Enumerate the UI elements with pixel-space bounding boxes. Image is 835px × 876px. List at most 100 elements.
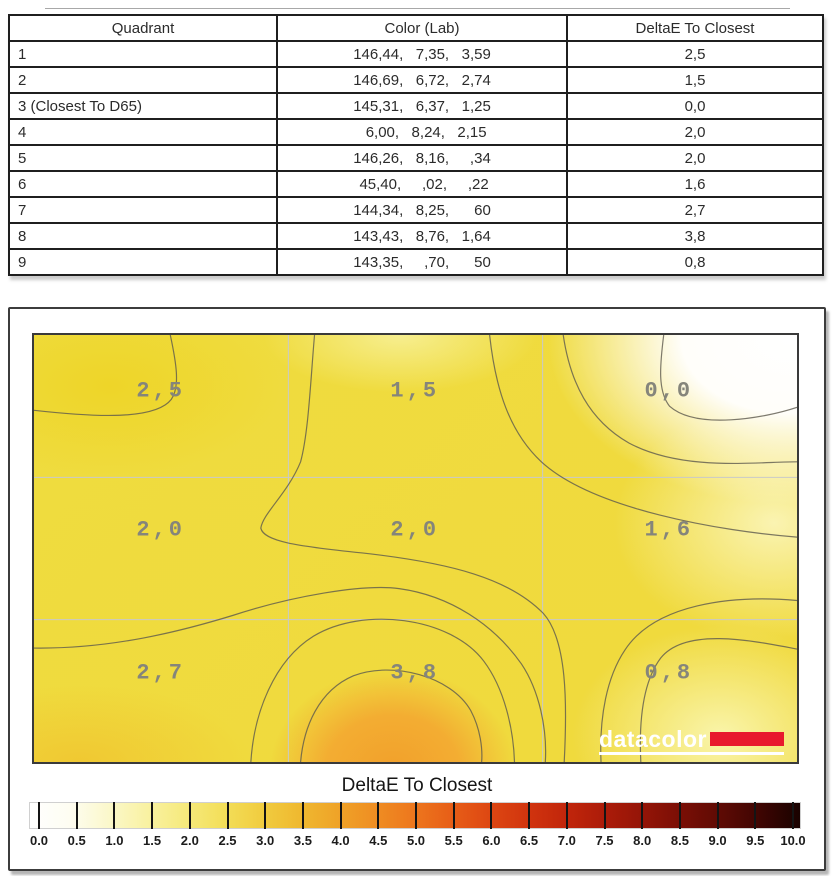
colorbar-tick-label: 2.0 xyxy=(180,833,199,848)
colorbar-tick-label: 9.5 xyxy=(746,833,765,848)
cell-quadrant: 6 xyxy=(8,170,278,198)
colorbar-wrap xyxy=(29,802,801,829)
cell-quadrant: 1 xyxy=(8,40,278,68)
colorbar-tick xyxy=(603,802,606,829)
colorbar-tick-label: 10.0 xyxy=(780,833,806,848)
cell-color-lab: 146,69, 6,72, 2,74 xyxy=(276,66,568,94)
colorbar-tick xyxy=(301,802,304,829)
colorbar-tick-label: 6.0 xyxy=(482,833,501,848)
cell-quadrant: 2 xyxy=(8,66,278,94)
cell-deltae: 0,8 xyxy=(566,248,824,276)
top-divider xyxy=(45,8,790,9)
cell-deltae: 2,7 xyxy=(566,196,824,224)
quadrant-table: Quadrant Color (Lab) DeltaE To Closest 1… xyxy=(8,14,824,276)
cell-deltae: 1,5 xyxy=(566,66,824,94)
datacolor-logo: datacolor xyxy=(598,726,784,755)
colorbar-tick xyxy=(452,802,455,829)
header-deltae: DeltaE To Closest xyxy=(566,14,824,42)
quadrant-deltae-label: 2,0 xyxy=(136,517,185,543)
cell-quadrant: 8 xyxy=(8,222,278,250)
colorbar-tick xyxy=(113,802,116,829)
colorbar-tick-label: 1.5 xyxy=(143,833,162,848)
quadrant-deltae-label: 2,5 xyxy=(136,378,185,403)
cell-color-lab: 144,34, 8,25, 60 xyxy=(276,196,568,224)
contour-lines-svg xyxy=(34,335,797,762)
cell-quadrant: 4 xyxy=(8,118,278,146)
table-header-row: Quadrant Color (Lab) DeltaE To Closest xyxy=(8,14,824,42)
header-quadrant: Quadrant xyxy=(8,14,278,42)
colorbar-tick xyxy=(188,802,191,829)
contour-paths xyxy=(34,335,797,762)
colorbar-tick xyxy=(565,802,568,829)
cell-quadrant: 7 xyxy=(8,196,278,224)
quadrant-deltae-label: 1,5 xyxy=(390,378,440,403)
colorbar-tick-label: 3.0 xyxy=(256,833,275,848)
colorbar-tick xyxy=(38,802,40,829)
cell-deltae: 1,6 xyxy=(566,170,824,198)
table-row: 1 146,44, 7,35, 3,59 2,5 xyxy=(8,40,824,68)
colorbar-tick-labels: 0.0 0.5 1.0 1.5 2.0 2.5 3.0 3.5 4.0 4.5 5.0 5.5 6.0 6… xyxy=(30,833,806,849)
table-row: 5 146,26, 8,16, ,34 2,0 xyxy=(8,144,824,172)
quadrant-deltae-label: 0,8 xyxy=(644,660,694,686)
table-row: 8 143,43, 8,76, 1,64 3,8 xyxy=(8,222,824,250)
colorbar-tick-label: 3.5 xyxy=(293,833,312,848)
cell-quadrant: 9 xyxy=(8,248,278,276)
colorbar-tick xyxy=(226,802,229,829)
colorbar-tick-label: 6.5 xyxy=(520,833,539,848)
cell-color-lab: 6,00, 8,24, 2,15 xyxy=(276,118,568,146)
contour-plot: 2,5 1,5 0,0 2,0 2,0 1,6 2,7 3,8 0,8 datacolor xyxy=(32,333,799,764)
quadrant-deltae-label: 2,7 xyxy=(136,660,185,686)
table-row: 4 6,00, 8,24, 2,15 2,0 xyxy=(8,118,824,146)
colorbar-tick-label: 8.0 xyxy=(633,833,652,848)
header-color-lab: Color (Lab) xyxy=(276,14,568,42)
table-row: 6 45,40, ,02, ,22 1,6 xyxy=(8,170,824,198)
heatmap-panel: 2,5 1,5 0,0 2,0 2,0 1,6 2,7 3,8 0,8 datacolor De… xyxy=(8,307,826,871)
colorbar-tick xyxy=(377,802,380,829)
cell-color-lab: 146,44, 7,35, 3,59 xyxy=(276,40,568,68)
colorbar-tick-label: 5.0 xyxy=(406,833,426,848)
colorbar-tick-label: 4.5 xyxy=(369,833,388,848)
quadrant-deltae-label: 0,0 xyxy=(644,378,694,403)
datacolor-logo-text: datacolor xyxy=(598,726,707,752)
cell-deltae: 0,0 xyxy=(566,92,824,120)
colorbar-title: DeltaE To Closest xyxy=(341,775,493,796)
quadrant-deltae-label: 1,6 xyxy=(644,517,694,543)
colorbar-tick xyxy=(339,802,342,829)
colorbar-tick xyxy=(641,802,644,829)
datacolor-logo-red-bar xyxy=(710,731,784,746)
colorbar-tick xyxy=(678,802,681,829)
cell-color-lab: 145,31, 6,37, 1,25 xyxy=(276,92,568,120)
quadrant-gridlines xyxy=(34,335,797,762)
colorbar-tick xyxy=(75,802,78,829)
cell-deltae: 2,0 xyxy=(566,118,824,146)
table-body: 1 146,44, 7,35, 3,59 2,5 2 146,69, 6,72, 2,7… xyxy=(8,40,824,276)
colorbar-tick-label: 0.5 xyxy=(67,833,86,848)
colorbar-tick-label: 7.0 xyxy=(557,833,576,848)
colorbar-tick-label: 4.0 xyxy=(331,833,350,848)
colorbar-tick xyxy=(754,802,757,829)
colorbar-tick-label: 2.5 xyxy=(218,833,237,848)
colorbar-tick-label: 5.5 xyxy=(444,833,463,848)
cell-color-lab: 146,26, 8,16, ,34 xyxy=(276,144,568,172)
colorbar-tick-label: 7.5 xyxy=(595,833,614,848)
colorbar-tick xyxy=(716,802,719,829)
colorbar-tick xyxy=(490,802,493,829)
colorbar-tick xyxy=(792,802,794,829)
colorbar-tick-label: 0.0 xyxy=(29,833,49,848)
colorbar-ticks xyxy=(38,802,794,829)
colorbar-tick-label: 1.0 xyxy=(105,833,124,848)
cell-deltae: 3,8 xyxy=(566,222,824,250)
cell-color-lab: 45,40, ,02, ,22 xyxy=(276,170,568,198)
cell-deltae: 2,5 xyxy=(566,40,824,68)
quadrant-deltae-label: 2,0 xyxy=(390,517,440,543)
quadrant-deltae-label: 3,8 xyxy=(390,660,440,686)
colorbar-tick-label: 8.5 xyxy=(670,833,689,848)
colorbar-tick-label: 9.0 xyxy=(708,833,727,848)
cell-quadrant: 5 xyxy=(8,144,278,172)
table-row: 3 (Closest To D65) 145,31, 6,37, 1,25 0,0 xyxy=(8,92,824,120)
colorbar-tick xyxy=(528,802,531,829)
table-row: 7 144,34, 8,25, 60 2,7 xyxy=(8,196,824,224)
cell-color-lab: 143,43, 8,76, 1,64 xyxy=(276,222,568,250)
table-row: 9 143,35, ,70, 50 0,8 xyxy=(8,248,824,276)
table-row: 2 146,69, 6,72, 2,74 1,5 xyxy=(8,66,824,94)
